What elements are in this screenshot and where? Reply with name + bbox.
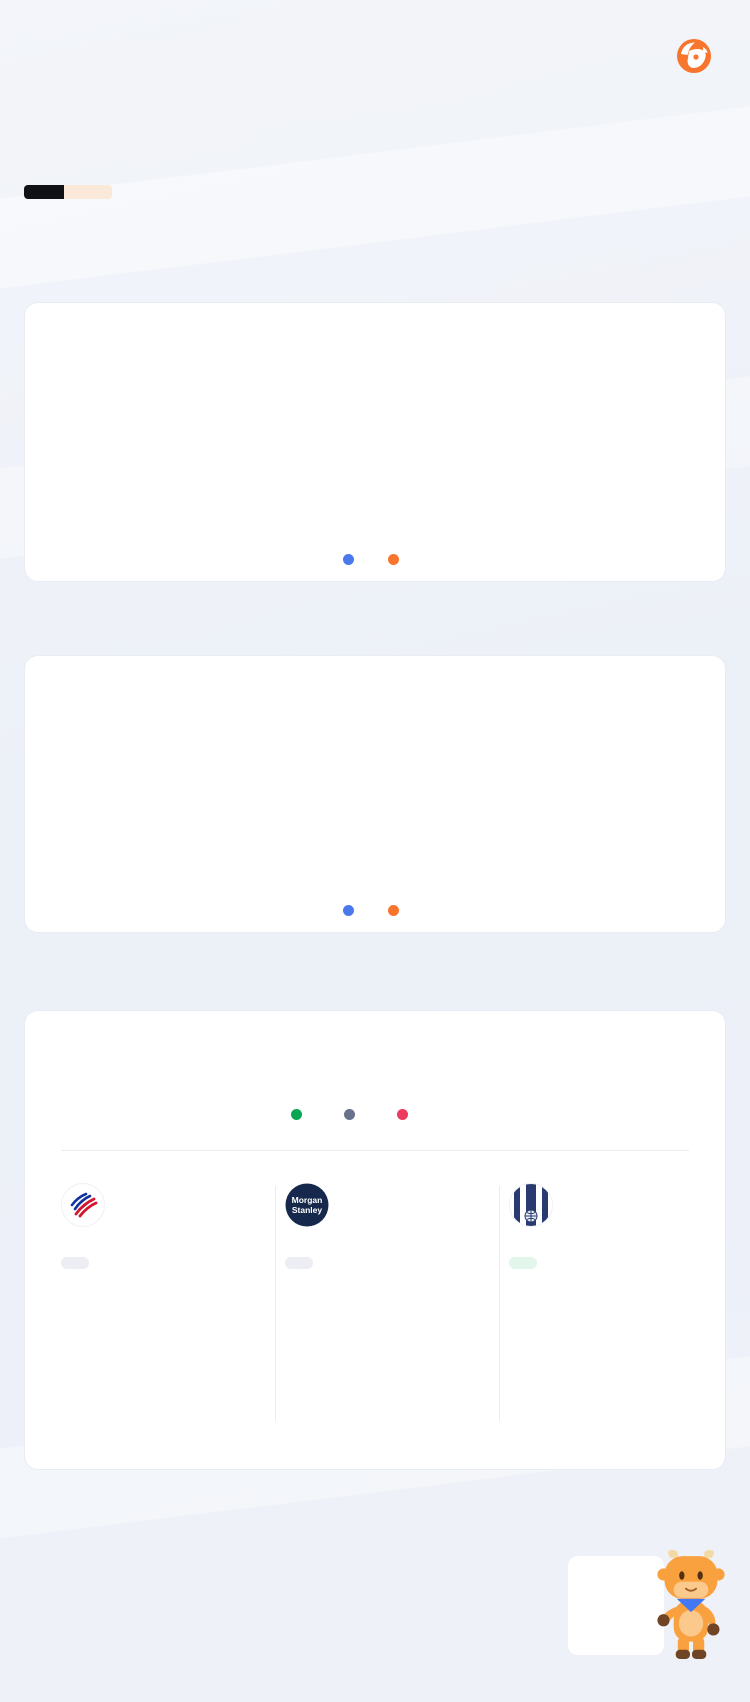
bofa-logo-icon bbox=[61, 1183, 105, 1227]
divider bbox=[61, 1150, 689, 1151]
rating-badge bbox=[285, 1257, 313, 1269]
svg-text:Stanley: Stanley bbox=[292, 1205, 323, 1215]
actual-dot-icon bbox=[343, 905, 354, 916]
rating-bar-legend bbox=[291, 1109, 416, 1120]
legend-sell bbox=[397, 1109, 416, 1120]
argus-logo-icon bbox=[509, 1183, 553, 1227]
revenue-chart bbox=[25, 303, 727, 583]
analyst-card-argus bbox=[509, 1181, 719, 1292]
actual-dot-icon bbox=[343, 554, 354, 565]
revenue-chart-legend bbox=[25, 554, 725, 565]
estimate-dot-icon bbox=[388, 554, 399, 565]
firm-header bbox=[509, 1181, 719, 1229]
hold-dot-icon bbox=[344, 1109, 355, 1120]
rating-badge bbox=[509, 1257, 537, 1269]
firm-header bbox=[61, 1181, 269, 1229]
legend-hold bbox=[344, 1109, 363, 1120]
morgan-stanley-logo-icon: Morgan Stanley bbox=[285, 1183, 329, 1227]
analyst-card-bofa bbox=[61, 1181, 269, 1292]
ratings-card: Morgan Stanley bbox=[24, 1010, 726, 1470]
column-divider bbox=[275, 1186, 276, 1421]
eps-chart-legend bbox=[25, 905, 725, 916]
estimate-dot-icon bbox=[388, 905, 399, 916]
futubull-logo bbox=[676, 38, 720, 74]
rating-distribution-bar bbox=[291, 1079, 712, 1094]
legend-estimate bbox=[388, 905, 407, 916]
firm-header: Morgan Stanley bbox=[285, 1181, 493, 1229]
earnings-date-label bbox=[24, 185, 64, 199]
futubull-bull-icon bbox=[677, 39, 711, 73]
legend-buy bbox=[291, 1109, 310, 1120]
legend-actual bbox=[343, 554, 362, 565]
column-divider bbox=[499, 1186, 500, 1421]
revenue-chart-card bbox=[24, 302, 726, 582]
sell-dot-icon bbox=[397, 1109, 408, 1120]
qr-code bbox=[568, 1556, 664, 1655]
rating-badge bbox=[61, 1257, 89, 1269]
qr-code-pattern bbox=[575, 1565, 657, 1647]
legend-estimate bbox=[388, 554, 407, 565]
analyst-card-morgan-stanley: Morgan Stanley bbox=[285, 1181, 493, 1292]
bull-mascot bbox=[657, 1550, 725, 1659]
earnings-date-row bbox=[24, 185, 112, 199]
legend-actual bbox=[343, 905, 362, 916]
earnings-date-value bbox=[64, 185, 112, 199]
svg-text:Morgan: Morgan bbox=[292, 1195, 323, 1205]
eps-chart-card bbox=[24, 655, 726, 933]
buy-dot-icon bbox=[291, 1109, 302, 1120]
eps-chart bbox=[25, 656, 727, 934]
background-streak bbox=[0, 91, 750, 299]
